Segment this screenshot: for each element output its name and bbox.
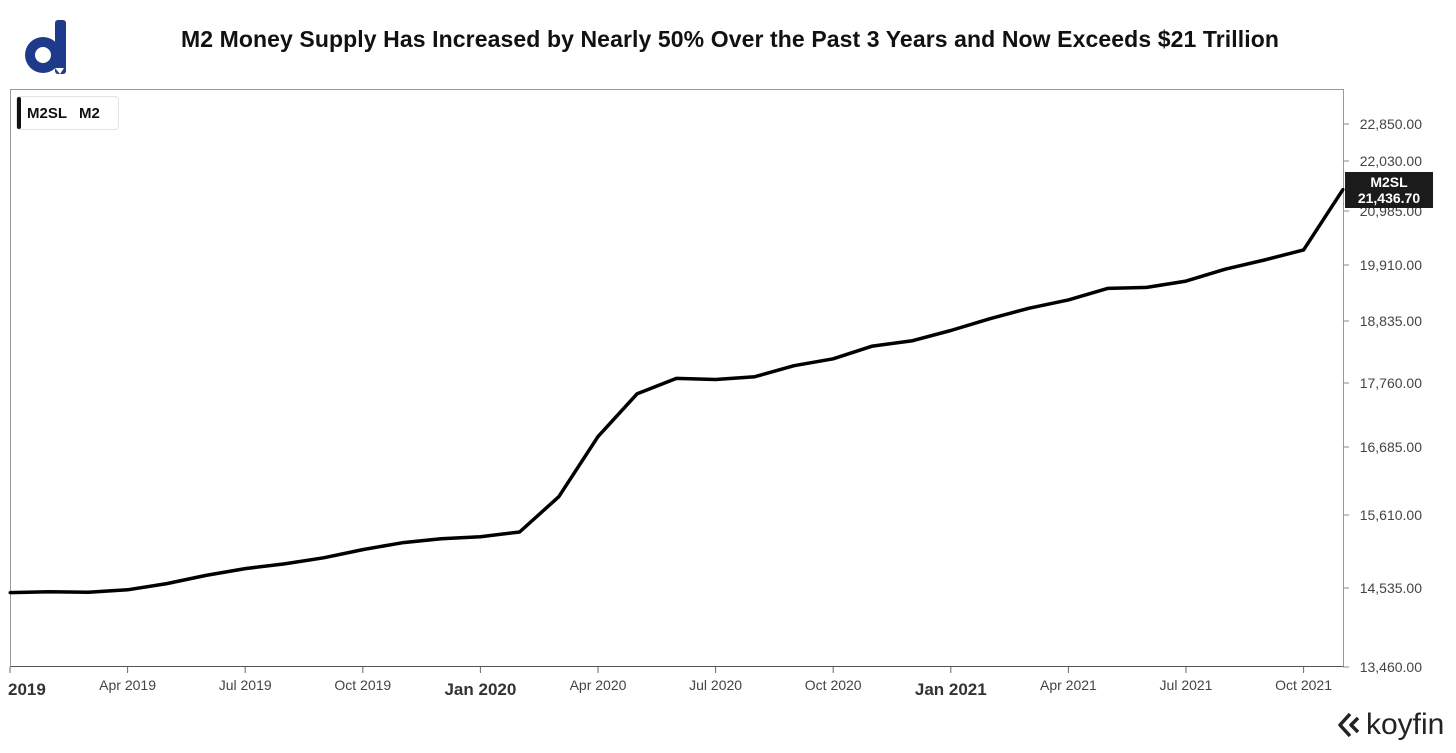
plot-area (10, 89, 1344, 667)
y-tick-label: 22,850.00 (1360, 116, 1422, 132)
data-point (1145, 285, 1149, 289)
data-point (910, 339, 914, 343)
x-tick-label: Oct 2020 (805, 677, 862, 693)
data-point (165, 582, 169, 586)
data-point (204, 573, 208, 577)
data-point (949, 329, 953, 333)
last-value-badge: M2SL 21,436.70 (1345, 172, 1433, 208)
data-point (1223, 267, 1227, 271)
data-point (86, 590, 90, 594)
data-point (361, 548, 365, 552)
data-point (792, 364, 796, 368)
data-point (1106, 286, 1110, 290)
y-tick-label: 18,835.00 (1360, 313, 1422, 329)
x-tick-label: Apr 2020 (570, 677, 627, 693)
data-point (518, 530, 522, 534)
x-tick-label: Oct 2019 (334, 677, 391, 693)
data-point (714, 378, 718, 382)
data-point (1027, 306, 1031, 310)
data-point (282, 562, 286, 566)
x-tick-label: Jan 2020 (444, 680, 516, 699)
chart-title: M2 Money Supply Has Increased by Nearly … (180, 26, 1280, 52)
badge-ticker: M2SL (1370, 174, 1408, 190)
data-point (674, 376, 678, 380)
y-tick-label: 22,030.00 (1360, 153, 1422, 169)
data-point (596, 435, 600, 439)
badge-value: 21,436.70 (1357, 190, 1421, 206)
data-point (988, 317, 992, 321)
data-point (439, 537, 443, 541)
data-point (753, 375, 757, 379)
data-point (1262, 258, 1266, 262)
y-tick-label: 16,685.00 (1360, 439, 1422, 455)
y-tick-label: 15,610.00 (1360, 507, 1422, 523)
data-point (243, 567, 247, 571)
data-point (831, 357, 835, 361)
koyfin-wordmark: koyfin (1366, 708, 1445, 741)
y-tick-label: 17,760.00 (1360, 375, 1422, 391)
data-point (1066, 298, 1070, 302)
legend-series-name: M2 (79, 104, 100, 122)
data-point (47, 590, 51, 594)
data-point (635, 392, 639, 396)
legend[interactable]: M2SL M2 (16, 96, 119, 130)
koyfin-chevron-icon (1338, 712, 1360, 738)
data-point (1302, 248, 1306, 252)
legend-ticker: M2SL (27, 104, 68, 122)
data-point (322, 556, 326, 560)
data-point (557, 495, 561, 499)
data-point (8, 591, 12, 595)
series-line-m2sl (9, 188, 1345, 595)
data-point (1184, 279, 1188, 283)
koyfin-logo: koyfin (1336, 708, 1444, 742)
y-tick-label: 13,460.00 (1360, 659, 1422, 675)
x-tick-label: Jan 2021 (915, 680, 987, 699)
x-tick-label: Apr 2021 (1040, 677, 1097, 693)
x-tick-label: Jul 2020 (689, 677, 742, 693)
x-tick-label: 2019 (8, 680, 46, 699)
y-tick-label: 19,910.00 (1360, 257, 1422, 273)
legend-swatch (17, 97, 21, 129)
x-tick-label: Oct 2021 (1275, 677, 1332, 693)
data-point (126, 588, 130, 592)
data-point (478, 535, 482, 539)
data-point (870, 344, 874, 348)
data-point (1341, 187, 1345, 191)
letter-d-logo-icon (25, 20, 66, 74)
x-tick-label: Jul 2019 (219, 677, 272, 693)
y-tick-label: 14,535.00 (1360, 580, 1422, 596)
x-tick-label: Apr 2019 (99, 677, 156, 693)
x-tick-label: Jul 2021 (1160, 677, 1213, 693)
data-point (400, 541, 404, 545)
